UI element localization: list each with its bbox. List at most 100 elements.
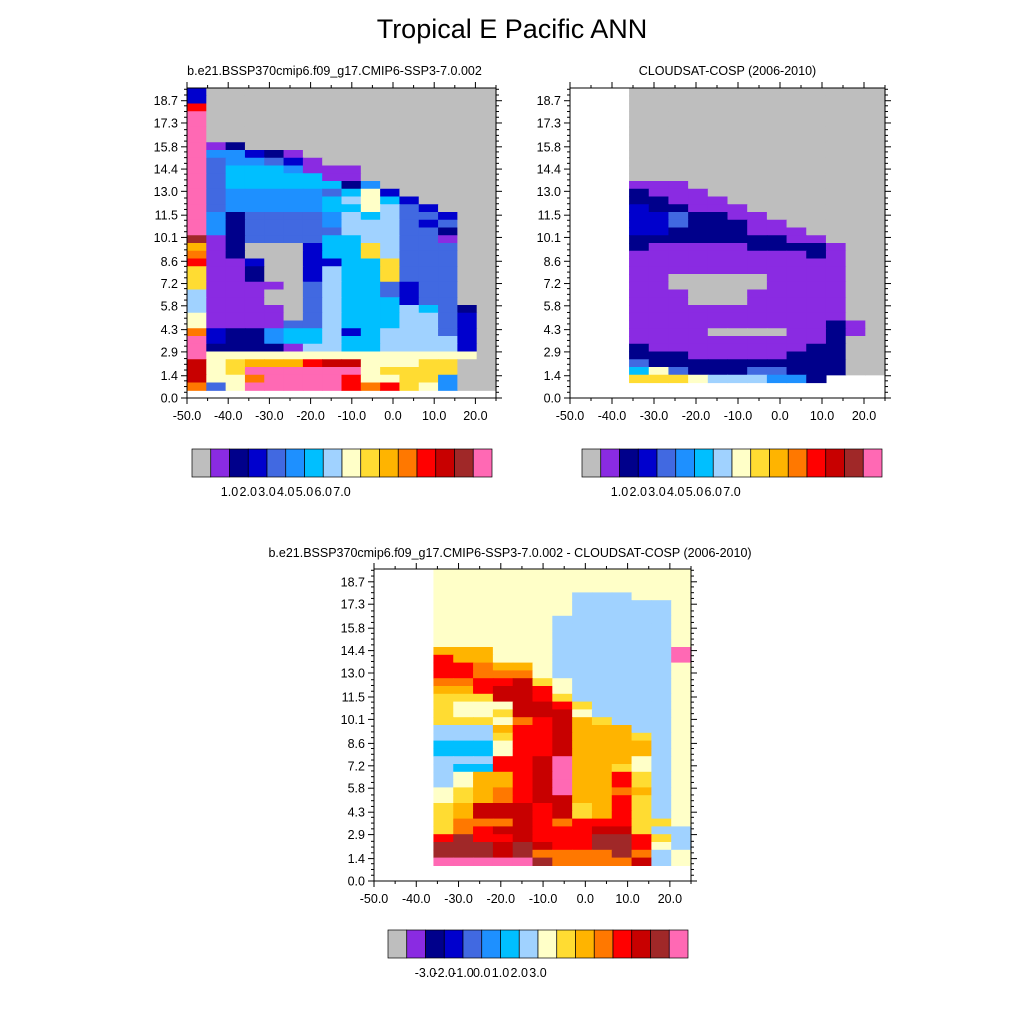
heatmap-cell — [512, 631, 534, 640]
colorbar-label: 3.0 — [258, 485, 275, 499]
heatmap-cell — [244, 134, 265, 143]
heatmap-cell — [747, 359, 768, 368]
heatmap-cell — [747, 196, 768, 205]
heatmap-cell — [845, 312, 866, 322]
heatmap-cell — [264, 367, 285, 376]
heatmap-cell — [473, 842, 494, 851]
heatmap-cell — [244, 150, 265, 159]
heatmap-cell — [225, 227, 246, 236]
heatmap-cell — [302, 157, 323, 167]
heatmap-cell — [438, 196, 458, 205]
heatmap-cell — [825, 150, 847, 159]
heatmap-cell — [611, 795, 633, 804]
heatmap-cell — [727, 181, 748, 190]
heatmap-cell — [438, 374, 458, 384]
heatmap-cell — [532, 576, 553, 586]
colorbar-swatch — [266, 448, 287, 478]
heatmap-cell — [302, 382, 323, 391]
heatmap-cell — [806, 173, 827, 182]
heatmap-cell — [302, 266, 323, 275]
heatmap-cell — [707, 320, 729, 329]
heatmap-cell — [552, 662, 573, 671]
heatmap-cell — [572, 803, 593, 812]
heatmap-cell — [766, 126, 788, 136]
heatmap-cell — [806, 343, 827, 353]
heatmap-cell — [264, 328, 285, 337]
heatmap-cell — [473, 779, 494, 788]
colorbar-swatch — [537, 929, 558, 959]
heatmap-cell — [552, 678, 573, 687]
heatmap-cell — [302, 359, 323, 368]
heatmap-cell — [322, 343, 343, 353]
heatmap-cell — [457, 134, 478, 143]
heatmap-cell — [264, 196, 285, 205]
heatmap-cell — [727, 359, 748, 368]
heatmap-cell — [492, 756, 514, 765]
heatmap-cell — [671, 756, 692, 765]
heatmap-cell — [453, 725, 474, 734]
y-tick-label: 15.8 — [537, 140, 561, 154]
heatmap-cell — [707, 188, 729, 198]
heatmap-cell — [552, 576, 573, 586]
heatmap-cell — [865, 88, 886, 97]
heatmap-cell — [264, 336, 285, 345]
heatmap-cell — [283, 281, 304, 291]
heatmap-cell — [399, 134, 420, 143]
x-tick-label: -30.0 — [640, 409, 669, 423]
plot-frame — [373, 568, 692, 882]
heatmap-cell — [418, 173, 439, 182]
heatmap-cell — [845, 243, 866, 252]
heatmap-cell — [727, 312, 748, 322]
heatmap-cell — [707, 111, 729, 120]
heatmap-cell — [302, 227, 323, 236]
heatmap-cell — [433, 631, 454, 640]
heatmap-cell — [865, 351, 886, 360]
heatmap-cell — [688, 274, 709, 283]
heatmap-cell — [457, 258, 478, 267]
heatmap-cell — [572, 678, 593, 687]
heatmap-cell — [747, 374, 768, 384]
heatmap-cell — [187, 243, 207, 252]
heatmap-cell — [476, 235, 497, 244]
heatmap-cell — [453, 686, 474, 695]
heatmap-cell — [360, 227, 381, 236]
heatmap-cell — [457, 165, 478, 174]
heatmap-cell — [591, 771, 613, 781]
heatmap-cell — [611, 771, 633, 781]
heatmap-cell — [187, 281, 207, 291]
heatmap-cell — [648, 119, 670, 128]
heatmap-cell — [418, 157, 439, 167]
heatmap-cell — [786, 157, 807, 167]
heatmap-cell — [629, 336, 650, 345]
heatmap-cell — [707, 312, 729, 322]
heatmap-cell — [206, 289, 227, 298]
heatmap-cell — [187, 258, 207, 267]
heatmap-cell — [572, 725, 593, 734]
heatmap-cell — [845, 258, 866, 267]
heatmap-cell — [611, 639, 633, 648]
heatmap-cell — [512, 600, 534, 609]
x-tick-label: -30.0 — [255, 409, 284, 423]
heatmap-cell — [341, 367, 362, 376]
heatmap-cell — [611, 717, 633, 726]
heatmap-cell — [651, 631, 672, 640]
heatmap-cell — [668, 227, 689, 236]
heatmap-cell — [360, 243, 381, 252]
heatmap-cell — [283, 243, 304, 252]
heatmap-cell — [380, 320, 401, 329]
heatmap-cell — [473, 608, 494, 617]
heatmap-cell — [631, 803, 652, 812]
heatmap-cell — [512, 569, 534, 578]
heatmap-cell — [476, 250, 497, 260]
heatmap-cell — [747, 343, 768, 353]
heatmap-cell — [341, 227, 362, 236]
colorbar-label: 1.0 — [611, 485, 628, 499]
heatmap-cell — [457, 111, 478, 120]
y-tick-label: 7.2 — [161, 277, 178, 291]
heatmap-cell — [476, 258, 497, 267]
heatmap-cell — [532, 826, 553, 835]
heatmap-cell — [766, 134, 788, 143]
heatmap-cell — [380, 351, 401, 360]
heatmap-cell — [648, 266, 670, 275]
heatmap-cell — [473, 639, 494, 648]
